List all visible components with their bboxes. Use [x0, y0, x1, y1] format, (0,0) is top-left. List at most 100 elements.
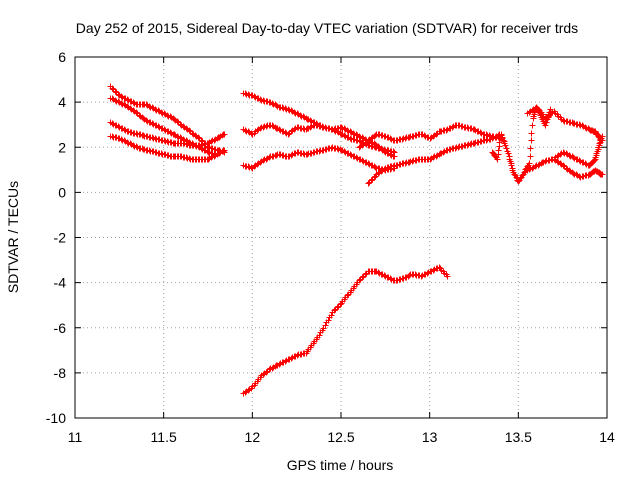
data-point — [186, 155, 193, 162]
data-point — [257, 125, 264, 132]
data-point — [152, 106, 159, 113]
data-point — [362, 271, 369, 278]
data-point — [535, 106, 542, 113]
data-point — [161, 137, 168, 144]
data-point — [285, 131, 292, 138]
y-tick-label: 4 — [58, 94, 66, 110]
data-point — [570, 170, 577, 177]
series-arc-e-lower — [551, 156, 606, 181]
data-point — [471, 140, 478, 147]
y-tick-label: -6 — [54, 320, 67, 336]
data-point — [591, 157, 598, 164]
data-points — [107, 83, 606, 397]
data-point — [560, 117, 567, 124]
data-point — [599, 171, 606, 178]
data-point — [344, 292, 351, 299]
y-tick-label: -2 — [54, 230, 67, 246]
data-point — [279, 104, 286, 111]
data-point — [260, 157, 267, 164]
data-point — [328, 312, 335, 319]
data-point — [532, 105, 539, 112]
data-point — [331, 126, 338, 133]
series-arc-c-lower — [365, 131, 505, 187]
series-arc-a-lower — [107, 119, 228, 149]
data-point — [245, 91, 252, 98]
data-point — [483, 137, 490, 144]
data-point — [372, 132, 379, 139]
data-point — [560, 149, 567, 156]
x-tick-label: 12.5 — [327, 429, 354, 445]
data-point — [263, 123, 270, 130]
data-point — [273, 152, 280, 159]
data-point — [483, 131, 490, 138]
y-axis-label: SDTVAR / TECUs — [5, 181, 21, 293]
data-point — [344, 127, 351, 134]
data-point — [149, 134, 156, 141]
x-axis-label: GPS time / hours — [287, 457, 394, 473]
data-point — [124, 139, 131, 146]
data-point — [576, 121, 583, 128]
data-point — [526, 166, 533, 173]
chart-title: Day 252 of 2015, Sidereal Day-to-day VTE… — [76, 20, 578, 36]
y-tick-label: -10 — [46, 410, 66, 426]
data-point — [118, 100, 125, 107]
data-point — [529, 122, 536, 129]
data-point — [412, 271, 419, 278]
data-point — [245, 163, 252, 170]
data-point — [140, 132, 147, 139]
data-point — [331, 307, 338, 314]
series-arc-b-lower — [240, 144, 398, 174]
data-point — [566, 152, 573, 159]
data-point — [158, 109, 165, 116]
data-point — [195, 134, 202, 141]
data-point — [266, 366, 273, 373]
data-point — [304, 151, 311, 158]
data-point — [198, 142, 205, 149]
data-point — [528, 137, 535, 144]
series-arc-f-negative — [240, 264, 451, 397]
grid — [75, 57, 607, 418]
data-point — [130, 142, 137, 149]
series-arc-a-upper — [107, 83, 228, 156]
data-point — [359, 274, 366, 281]
data-point — [164, 138, 171, 145]
data-point — [500, 137, 507, 144]
data-point — [174, 133, 181, 140]
data-point — [542, 122, 549, 129]
data-point — [596, 140, 603, 147]
data-point — [406, 272, 413, 279]
data-point — [158, 150, 165, 157]
data-point — [208, 154, 215, 161]
x-tick-label: 11 — [68, 429, 83, 445]
data-point — [464, 142, 471, 149]
data-point — [505, 150, 512, 157]
data-point — [526, 160, 533, 167]
data-point — [263, 369, 270, 376]
y-tick-label: 0 — [58, 184, 66, 200]
data-point — [338, 124, 345, 131]
data-point — [496, 139, 503, 146]
data-point — [260, 124, 267, 131]
x-tick-label: 13.5 — [505, 429, 532, 445]
y-tick-label: 2 — [58, 139, 66, 155]
data-point — [582, 124, 589, 131]
data-point — [334, 304, 341, 311]
data-point — [242, 90, 249, 97]
data-point — [503, 145, 510, 152]
data-point — [322, 124, 329, 131]
data-point — [532, 163, 539, 170]
data-point — [527, 145, 534, 152]
data-point — [399, 136, 406, 143]
data-point — [433, 131, 440, 138]
data-point — [444, 273, 451, 280]
data-point — [495, 147, 502, 154]
data-point — [430, 154, 437, 161]
data-point — [560, 162, 567, 169]
data-point — [464, 124, 471, 131]
data-point — [325, 317, 332, 324]
data-point — [372, 164, 379, 171]
data-point — [118, 136, 125, 143]
data-point — [467, 141, 474, 148]
data-point — [350, 130, 357, 137]
data-point — [269, 100, 276, 107]
